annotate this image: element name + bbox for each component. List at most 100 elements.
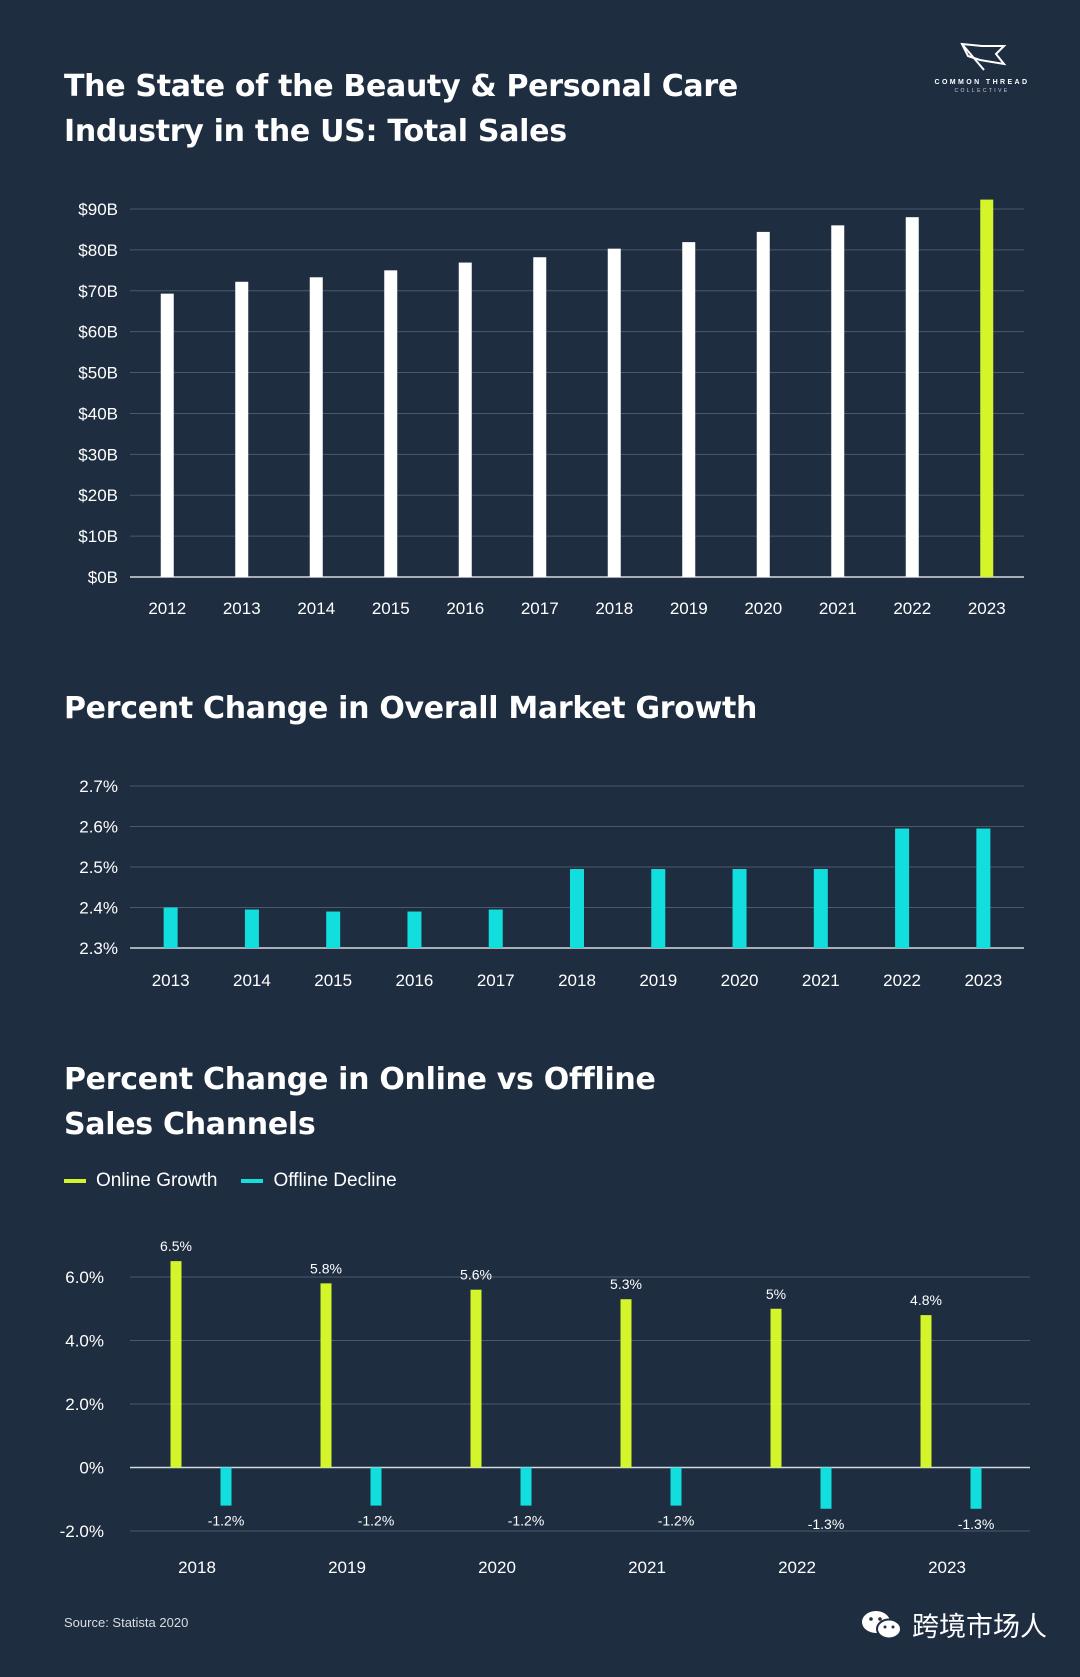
bar [235,281,249,577]
online-bar [320,1283,332,1468]
y-tick-label: 2.6% [79,818,118,837]
x-tick-label: 2015 [372,599,410,618]
channel-change-chart: -2.0% 0% 2.0% 4.0% 6.0% 6.5% -1.2% 2018 5.8% -1.2… [60,1238,1030,1577]
x-tick-label: 2017 [521,599,559,618]
bar [895,828,910,948]
offline-data-label: -1.2% [358,1513,395,1529]
y-tick-label: 2.7% [79,777,118,796]
x-tick-label: 2015 [314,971,352,990]
y-tick-label: $70B [78,282,118,301]
y-tick-label: $50B [78,364,118,383]
bar [407,911,422,948]
x-tick-label: 2013 [223,599,261,618]
bar [160,293,174,577]
y-tick-label: $90B [78,200,118,219]
y-tick-label: $0B [88,568,118,587]
y-tick-label: 4.0% [65,1332,104,1351]
y-tick-label: 6.0% [65,1268,104,1287]
brand-logo: COMMON THREAD COLLECTIVE [924,42,1040,94]
chart2-title: Percent Change in Overall Market Growth [64,691,758,726]
offline-bar [520,1467,532,1506]
online-bar [920,1315,932,1468]
y-tick-label: $40B [78,404,118,423]
legend-label-online: Online Growth [96,1170,218,1191]
legend-item-offline: Offline Decline [241,1170,397,1192]
offline-data-label: -1.2% [658,1513,695,1529]
logo-sub-text: COLLECTIVE [954,88,1010,94]
y-tick-label: $10B [78,527,118,546]
online-data-label: 5.8% [310,1260,342,1276]
offline-bar [820,1467,832,1509]
bar [488,909,503,948]
x-tick-label: 2014 [297,599,335,618]
offline-bar [970,1467,982,1509]
bar [326,911,341,948]
offline-data-label: -1.2% [208,1513,245,1529]
x-tick-label: 2018 [558,971,596,990]
offline-bar [220,1467,232,1506]
x-tick-label: 2019 [639,971,677,990]
x-tick-label: 2023 [928,1558,966,1577]
x-tick-label: 2019 [328,1558,366,1577]
offline-data-label: -1.3% [958,1516,995,1532]
bar [682,242,696,577]
x-tick-label: 2018 [178,1558,216,1577]
legend-swatch-online [64,1179,86,1183]
x-tick-label: 2012 [148,599,186,618]
y-tick-label: 0% [79,1459,104,1478]
flag-icon [960,42,1007,71]
legend-item-online: Online Growth [64,1170,217,1192]
watermark-text: 跨境市场人 [912,1612,1047,1642]
y-tick-label: 2.3% [79,939,118,958]
bar [756,231,770,578]
x-tick-label: 2022 [883,971,921,990]
bar [732,869,747,948]
x-tick-label: 2022 [778,1558,816,1577]
bar [607,248,621,577]
bar [905,217,919,577]
total-sales-chart: $0B $10B $20B $30B $40B $50B $60B $70B $80B $90B 2… [78,199,1024,618]
bar [570,869,584,948]
online-bar [620,1299,632,1468]
y-tick-label: 2.4% [79,899,118,918]
bar [309,277,323,577]
chart1-title: The State of the Beauty & Personal Care … [64,69,738,149]
x-tick-label: 2021 [819,599,857,618]
bar [244,909,259,948]
wechat-icon [862,1610,902,1639]
x-tick-label: 2020 [744,599,782,618]
bar [813,869,828,948]
x-tick-label: 2023 [968,599,1006,618]
x-tick-label: 2019 [670,599,708,618]
y-tick-label: -2.0% [60,1522,104,1541]
offline-bar [670,1467,682,1506]
bar [831,225,845,577]
bar [533,257,547,577]
source-note: Source: Statista 2020 [64,1615,189,1630]
online-data-label: 5% [766,1286,786,1302]
bar [980,199,994,577]
legend-label-offline: Offline Decline [273,1170,397,1191]
online-data-label: 6.5% [160,1238,192,1254]
x-tick-label: 2020 [478,1558,516,1577]
online-bar [170,1261,182,1468]
x-tick-label: 2014 [233,971,271,990]
y-tick-label: $80B [78,241,118,260]
chart3-title: Percent Change in Online vs Offline Sale… [64,1062,656,1142]
x-tick-label: 2016 [446,599,484,618]
offline-data-label: -1.3% [808,1516,845,1532]
y-tick-label: $30B [78,445,118,464]
bar [163,907,178,948]
x-tick-label: 2022 [893,599,931,618]
logo-brand-text: COMMON THREAD [934,79,1030,86]
bar [976,828,991,948]
x-tick-label: 2021 [628,1558,666,1577]
x-tick-label: 2020 [721,971,759,990]
bar [651,869,666,948]
y-tick-label: 2.0% [65,1395,104,1414]
bar [384,270,398,577]
online-data-label: 5.3% [610,1276,642,1292]
x-tick-label: 2016 [396,971,434,990]
watermark: 跨境市场人 [860,1605,1047,1644]
bar [458,262,472,577]
